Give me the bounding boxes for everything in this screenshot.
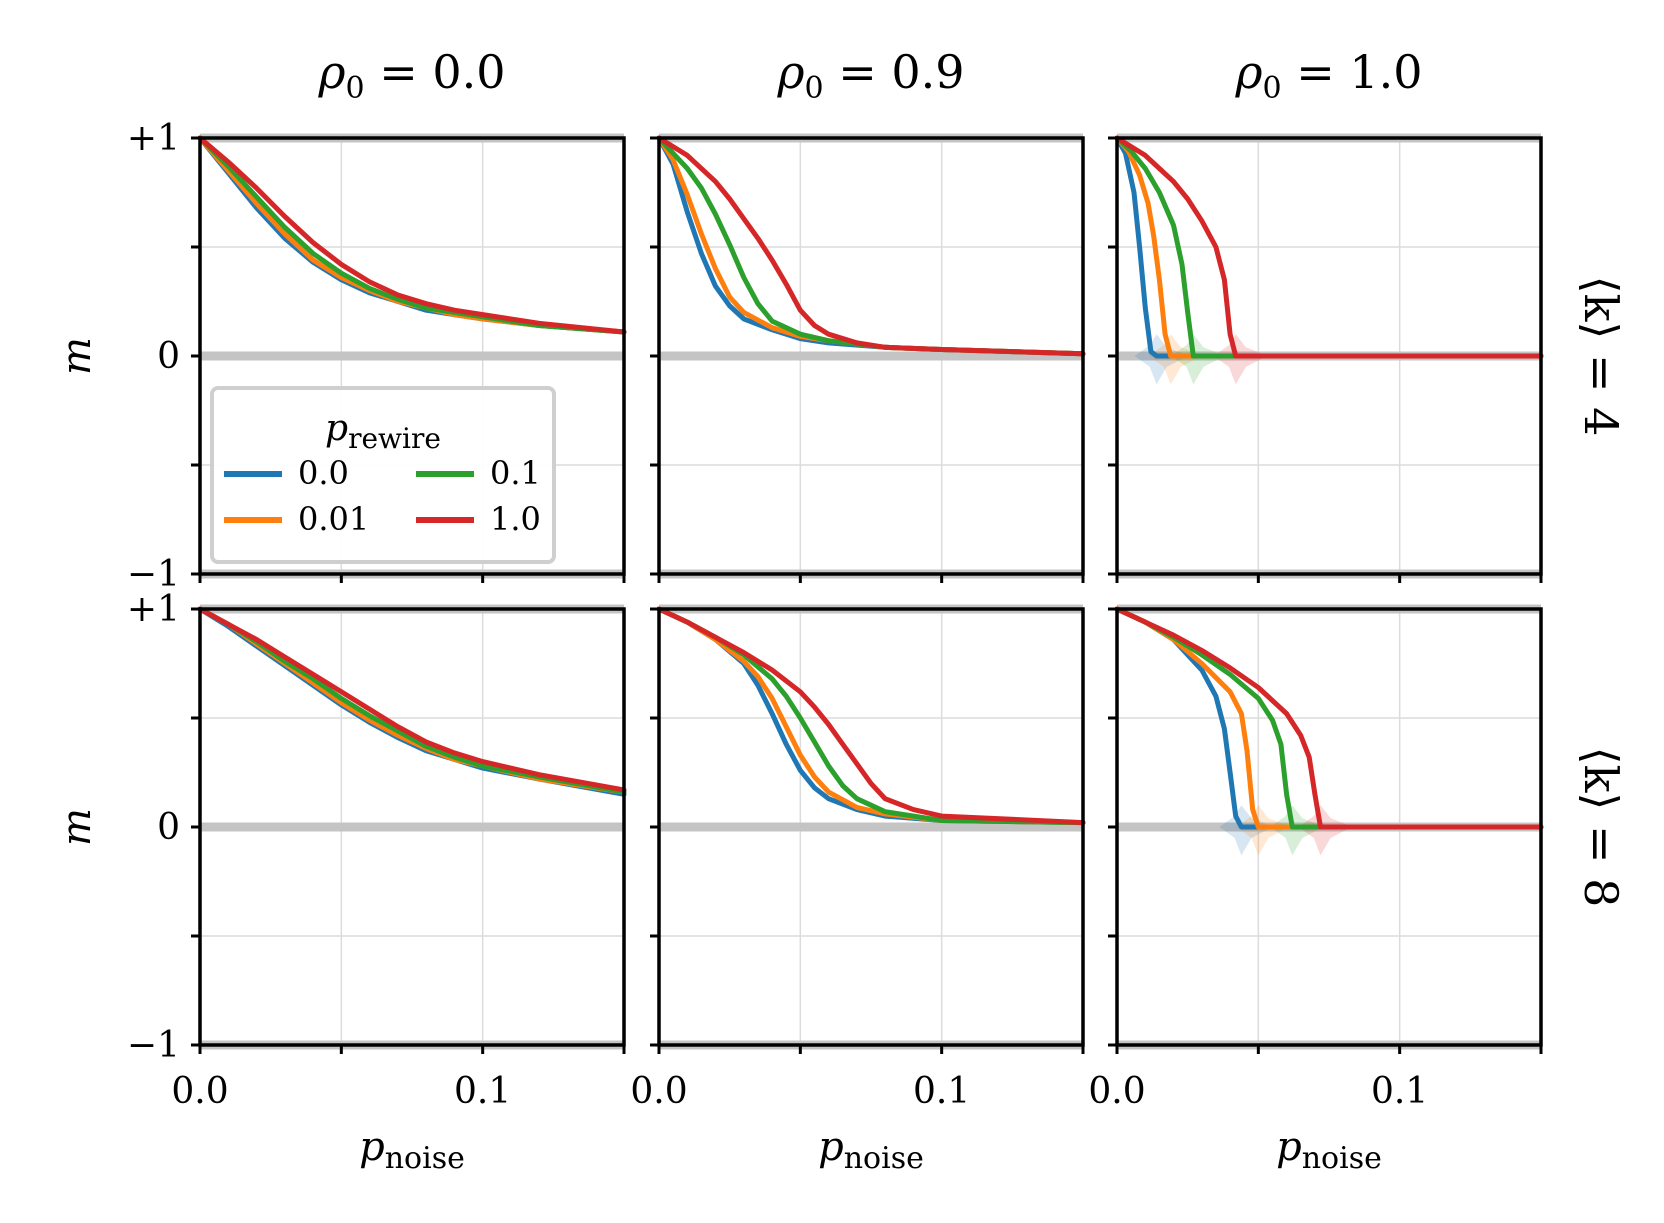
x-tick-label: 0.1	[913, 1071, 970, 1112]
series-line-0.01	[197, 606, 627, 795]
column-title-subscript: 0	[346, 71, 365, 106]
row-titles: ⟨k⟩ = 4 ⟨k⟩ = 8	[1574, 276, 1628, 908]
series-line-0.01	[1114, 135, 1544, 359]
series-line-0.1	[1114, 135, 1544, 359]
column-title-subscript: 0	[1263, 71, 1282, 106]
legend-title-sub: rewire	[348, 422, 441, 455]
series-line-1.0	[197, 606, 627, 793]
x-tick-label: 0.0	[1088, 1071, 1145, 1112]
column-title-value: = 0.0	[365, 45, 506, 99]
series-line-0.1	[656, 135, 1086, 357]
series-line-1.0	[197, 135, 627, 335]
row-title: ⟨k⟩ = 8	[1574, 747, 1628, 908]
legend-label-0.01: 0.01	[298, 500, 369, 538]
y-tick-label: −1	[127, 1025, 180, 1066]
panel-r0-c2	[1108, 133, 1544, 583]
series-band	[1213, 334, 1263, 385]
panel-r0-c0: +1 0 −1 m	[54, 118, 627, 595]
series-line-0.0	[656, 135, 1086, 357]
series-line-0.0	[197, 606, 627, 797]
x-axis-label-main: p	[359, 1124, 385, 1170]
series-band	[1134, 334, 1184, 385]
row-title: ⟨k⟩ = 4	[1574, 276, 1628, 437]
y-tick-label: 0	[157, 336, 180, 377]
y-tick-label: −1	[127, 554, 180, 595]
series-band	[1236, 805, 1286, 856]
series-line-1.0	[656, 135, 1086, 357]
x-tick-label: 0.1	[1371, 1071, 1428, 1112]
series-line-0.0	[1114, 135, 1544, 359]
series-line-1.0	[656, 606, 1086, 826]
panel-r1-c2: 0.0 0.1 pnoise	[1088, 604, 1544, 1176]
legend-label-1.0: 1.0	[490, 500, 541, 538]
series-band	[1171, 334, 1221, 385]
series-band	[1219, 805, 1269, 856]
panel-r0-c1	[650, 133, 1086, 583]
y-axis-label: m	[54, 808, 100, 846]
x-tick-label: 0.0	[171, 1071, 228, 1112]
series-line-0.01	[656, 135, 1086, 357]
legend-title: prewire	[325, 408, 441, 455]
column-title-symbol: ρ	[1234, 45, 1262, 99]
legend-label-0.0: 0.0	[298, 454, 349, 492]
x-axis-label: pnoise	[359, 1124, 465, 1176]
column-title-value: = 1.0	[1282, 45, 1423, 99]
x-axis-label-main: p	[818, 1124, 844, 1170]
series-line-0.1	[197, 606, 627, 795]
x-axis-label-sub: noise	[385, 1141, 465, 1176]
panel-r1-c0: +1 0 −1 m 0.0 0.1 pnoise	[54, 589, 627, 1176]
column-title-subscript: 0	[805, 71, 824, 106]
x-tick-label: 0.1	[454, 1071, 511, 1112]
column-title-symbol: ρ	[317, 45, 345, 99]
series-line-1.0	[1114, 135, 1544, 359]
x-axis-label-main: p	[1276, 1124, 1302, 1170]
legend-title-main: p	[325, 408, 348, 449]
column-title: ρ0 = 1.0	[1234, 45, 1422, 106]
y-axis-label: m	[54, 337, 100, 375]
column-titles: ρ0 = 0.0 ρ0 = 0.9 ρ0 = 1.0	[317, 45, 1422, 106]
y-tick-label: +1	[127, 118, 180, 159]
legend-label-0.1: 0.1	[490, 454, 541, 492]
series-band	[1298, 805, 1348, 856]
series-line-1.0	[1114, 606, 1544, 830]
x-axis-label-sub: noise	[844, 1141, 924, 1176]
panel-r1-c1: 0.0 0.1 pnoise	[630, 604, 1086, 1176]
column-title: ρ0 = 0.9	[776, 45, 964, 106]
column-title-symbol: ρ	[776, 45, 804, 99]
x-tick-label: 0.0	[630, 1071, 687, 1112]
series-band	[1270, 805, 1320, 856]
series-band	[1148, 334, 1198, 385]
x-axis-label-sub: noise	[1302, 1141, 1382, 1176]
y-tick-label: +1	[127, 589, 180, 630]
x-axis-label: pnoise	[1276, 1124, 1382, 1176]
column-title: ρ0 = 0.0	[317, 45, 505, 106]
x-axis-label: pnoise	[818, 1124, 924, 1176]
y-tick-label: 0	[157, 807, 180, 848]
column-title-value: = 0.9	[824, 45, 965, 99]
series-line-0.1	[197, 135, 627, 335]
